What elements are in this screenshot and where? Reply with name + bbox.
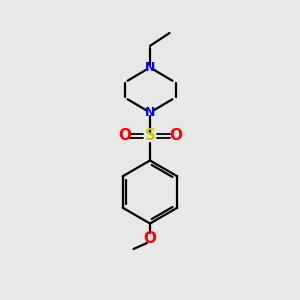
Text: N: N xyxy=(145,61,155,74)
Text: O: O xyxy=(118,128,131,143)
Text: N: N xyxy=(145,106,155,119)
Text: S: S xyxy=(145,128,155,143)
Text: O: O xyxy=(143,231,157,246)
Text: O: O xyxy=(169,128,182,143)
